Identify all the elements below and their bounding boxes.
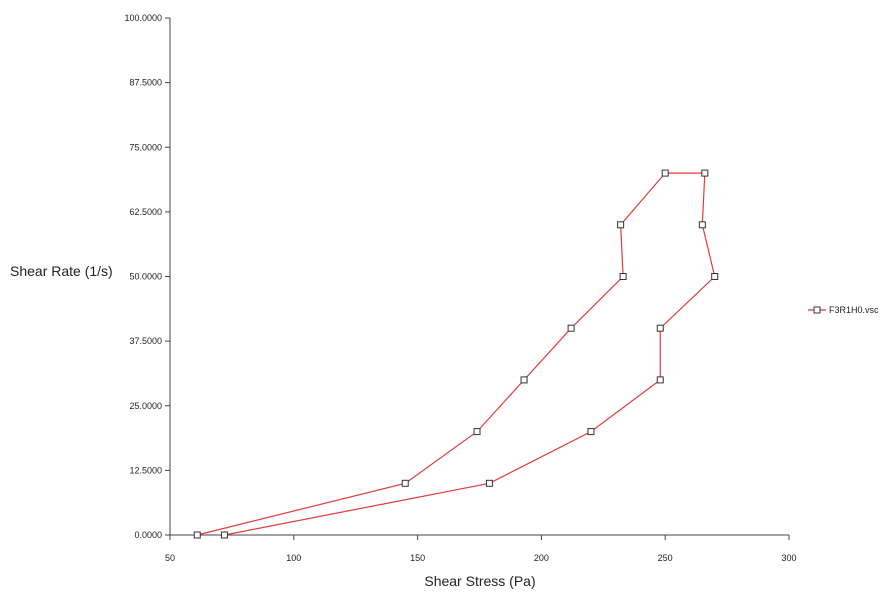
x-tick-label: 300 — [781, 553, 796, 563]
x-tick-label: 200 — [534, 553, 549, 563]
y-tick-label: 87.5000 — [129, 78, 162, 88]
data-point-marker — [520, 376, 528, 384]
data-point-marker — [711, 273, 719, 280]
y-tick-label: 100.0000 — [124, 13, 162, 23]
y-axis-title: Shear Rate (1/s) — [10, 263, 113, 279]
y-tick-label: 25.0000 — [129, 401, 162, 411]
data-point-marker — [473, 428, 481, 436]
y-tick-label: 75.0000 — [129, 142, 162, 152]
y-tick-label: 37.5000 — [129, 336, 162, 346]
data-point-marker — [193, 531, 201, 539]
x-tick-label: 250 — [658, 553, 673, 563]
y-tick-label: 12.5000 — [129, 465, 162, 475]
x-tick-label: 50 — [165, 553, 175, 563]
y-tick-label: 0.0000 — [134, 530, 162, 540]
data-point-marker — [701, 169, 709, 177]
data-point-marker — [567, 324, 575, 332]
x-tick-label: 100 — [286, 553, 301, 563]
legend-marker — [813, 306, 821, 314]
data-point-marker — [220, 531, 228, 539]
x-ticks: 50 100 150 200 250 300 — [165, 535, 797, 563]
data-point-marker — [617, 221, 625, 229]
series-line — [197, 172, 716, 536]
y-tick-label: 62.5000 — [129, 207, 162, 217]
data-point-marker — [661, 169, 669, 177]
data-point-marker — [619, 273, 627, 280]
axes — [169, 18, 789, 536]
data-point-marker — [587, 428, 595, 436]
x-axis-title: Shear Stress (Pa) — [424, 573, 535, 589]
data-point-marker — [656, 376, 664, 384]
legend: F3R1H0.vsc — [808, 305, 879, 315]
y-tick-label: 50.0000 — [129, 272, 162, 282]
data-point-marker — [656, 324, 664, 332]
series-layer — [193, 169, 719, 539]
legend-label: F3R1H0.vsc — [829, 305, 879, 315]
data-point-marker — [485, 479, 493, 487]
x-tick-label: 150 — [410, 553, 425, 563]
data-point-marker — [698, 221, 706, 229]
data-point-marker — [401, 479, 409, 487]
y-ticks: 0.0000 12.5000 25.0000 37.5000 50.0000 62.500… — [124, 13, 170, 540]
